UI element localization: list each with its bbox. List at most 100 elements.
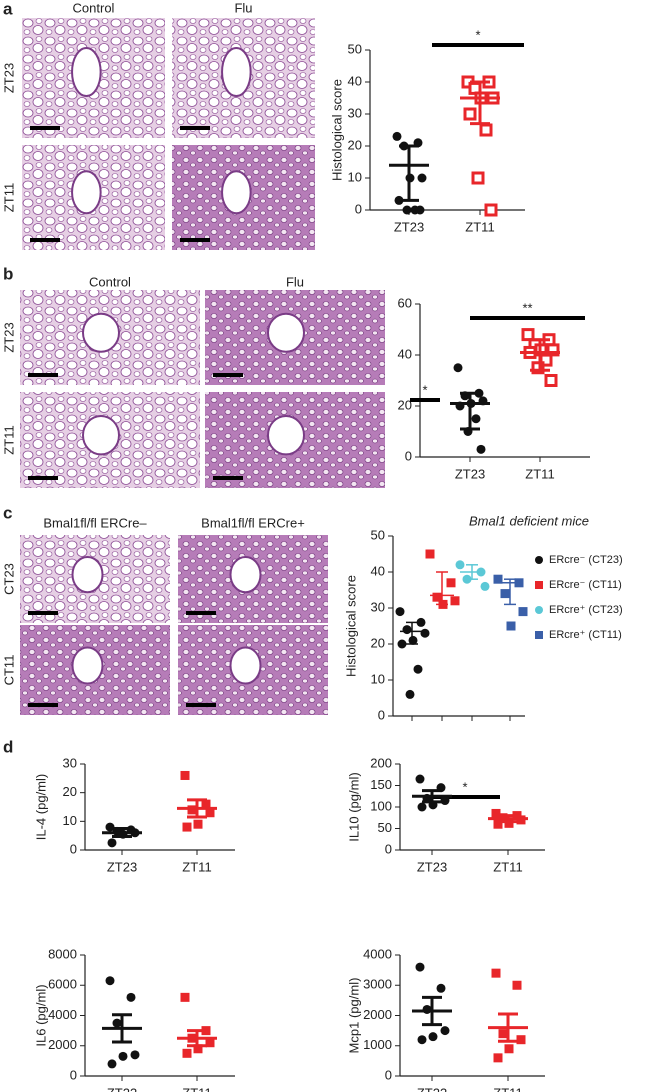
dot: [498, 1029, 508, 1039]
y-axis-label: IL6 (pg/ml): [33, 984, 48, 1046]
x-tick-label: ZT11: [493, 859, 522, 874]
dot: [126, 992, 136, 1002]
panel-letter: d: [3, 737, 13, 756]
y-tick-label: 40: [371, 563, 385, 578]
airway: [82, 312, 120, 353]
dot: [506, 621, 516, 631]
dot: [413, 664, 423, 674]
y-tick-label: 10: [371, 671, 385, 686]
dot: [471, 414, 481, 424]
column-label: Bmal1fl/fl ERCre–: [43, 515, 147, 530]
y-tick-label: 0: [70, 1067, 77, 1082]
dot: [450, 596, 460, 606]
dot: [392, 131, 402, 141]
y-tick-label: 150: [370, 777, 392, 792]
column-label: Flu: [234, 0, 252, 15]
row-label: ZT11: [1, 183, 16, 212]
y-tick-label: 30: [371, 599, 385, 614]
dot: [428, 1032, 438, 1042]
dot: [182, 822, 192, 832]
dot: [518, 607, 528, 617]
dot: [415, 962, 425, 972]
y-tick-label: 200: [370, 755, 392, 770]
dot: [415, 774, 425, 784]
y-tick-label: 0: [385, 841, 392, 856]
row-label: ZT23: [1, 63, 16, 93]
dot: [493, 1053, 503, 1063]
y-tick-label: 20: [398, 397, 412, 412]
y-axis-label: IL10 (pg/ml): [346, 772, 361, 841]
airway: [229, 556, 262, 594]
x-tick-label: ZT11: [465, 219, 494, 234]
dot: [493, 574, 503, 584]
dot: [397, 639, 407, 649]
y-tick-label: 100: [370, 798, 392, 813]
dot: [500, 589, 510, 599]
x-tick-label: ZT23: [394, 219, 424, 234]
dot: [425, 549, 435, 559]
dot: [405, 689, 415, 699]
legend-marker: [535, 606, 543, 614]
dot: [484, 203, 498, 217]
airway: [71, 646, 104, 685]
y-tick-label: 20: [63, 784, 77, 799]
dot: [193, 1044, 203, 1054]
y-tick-label: 40: [348, 73, 362, 88]
dot: [455, 560, 465, 570]
y-tick-label: 4000: [48, 1007, 77, 1022]
dot: [471, 171, 485, 185]
row-label: CT11: [1, 655, 16, 686]
dot: [521, 328, 535, 342]
dot: [546, 343, 560, 357]
dot: [402, 205, 412, 215]
y-tick-label: 4000: [363, 946, 392, 961]
dot: [432, 592, 442, 602]
x-tick-label: ZT23: [107, 1085, 137, 1092]
dot: [440, 796, 450, 806]
y-tick-label: 3000: [363, 977, 392, 992]
y-tick-label: 0: [378, 707, 385, 722]
y-tick-label: 1000: [363, 1037, 392, 1052]
airway: [229, 646, 262, 685]
y-tick-label: 30: [63, 755, 77, 770]
dot: [107, 838, 117, 848]
dot: [417, 173, 427, 183]
dot: [107, 1059, 117, 1069]
y-tick-label: 20: [371, 635, 385, 650]
dot: [420, 628, 430, 638]
y-tick-label: 50: [378, 820, 392, 835]
legend-marker: [535, 631, 543, 639]
dot: [182, 1048, 192, 1058]
panel-letter: b: [3, 264, 13, 283]
dot: [493, 819, 503, 829]
row-label: ZT11: [1, 425, 16, 454]
dot: [476, 444, 486, 454]
y-axis-label: IL-4 (pg/ml): [33, 774, 48, 840]
significance-label: *: [462, 779, 467, 794]
panel-letter: c: [3, 503, 12, 522]
dot: [415, 205, 425, 215]
dot: [408, 635, 418, 645]
row-label: ZT23: [1, 322, 16, 352]
significance-label: **: [522, 300, 532, 315]
dot: [512, 980, 522, 990]
dot: [544, 374, 558, 387]
y-tick-label: 0: [385, 1067, 392, 1082]
significance-label: *: [422, 382, 427, 397]
chart-title: Bmal1 deficient mice: [469, 513, 589, 528]
dot: [491, 968, 501, 978]
dot: [193, 819, 203, 829]
dot: [118, 1051, 128, 1061]
dot: [205, 1038, 215, 1048]
dot: [417, 802, 427, 812]
y-tick-label: 30: [348, 105, 362, 120]
column-label: Flu: [286, 274, 304, 289]
y-tick-label: 10: [348, 169, 362, 184]
y-tick-label: 0: [405, 448, 412, 463]
dot: [453, 363, 463, 373]
legend-marker: [535, 556, 543, 564]
x-tick-label: ZT11: [182, 1085, 211, 1092]
legend-label: ERcre⁺ (CT23): [549, 604, 623, 616]
dot: [395, 607, 405, 617]
